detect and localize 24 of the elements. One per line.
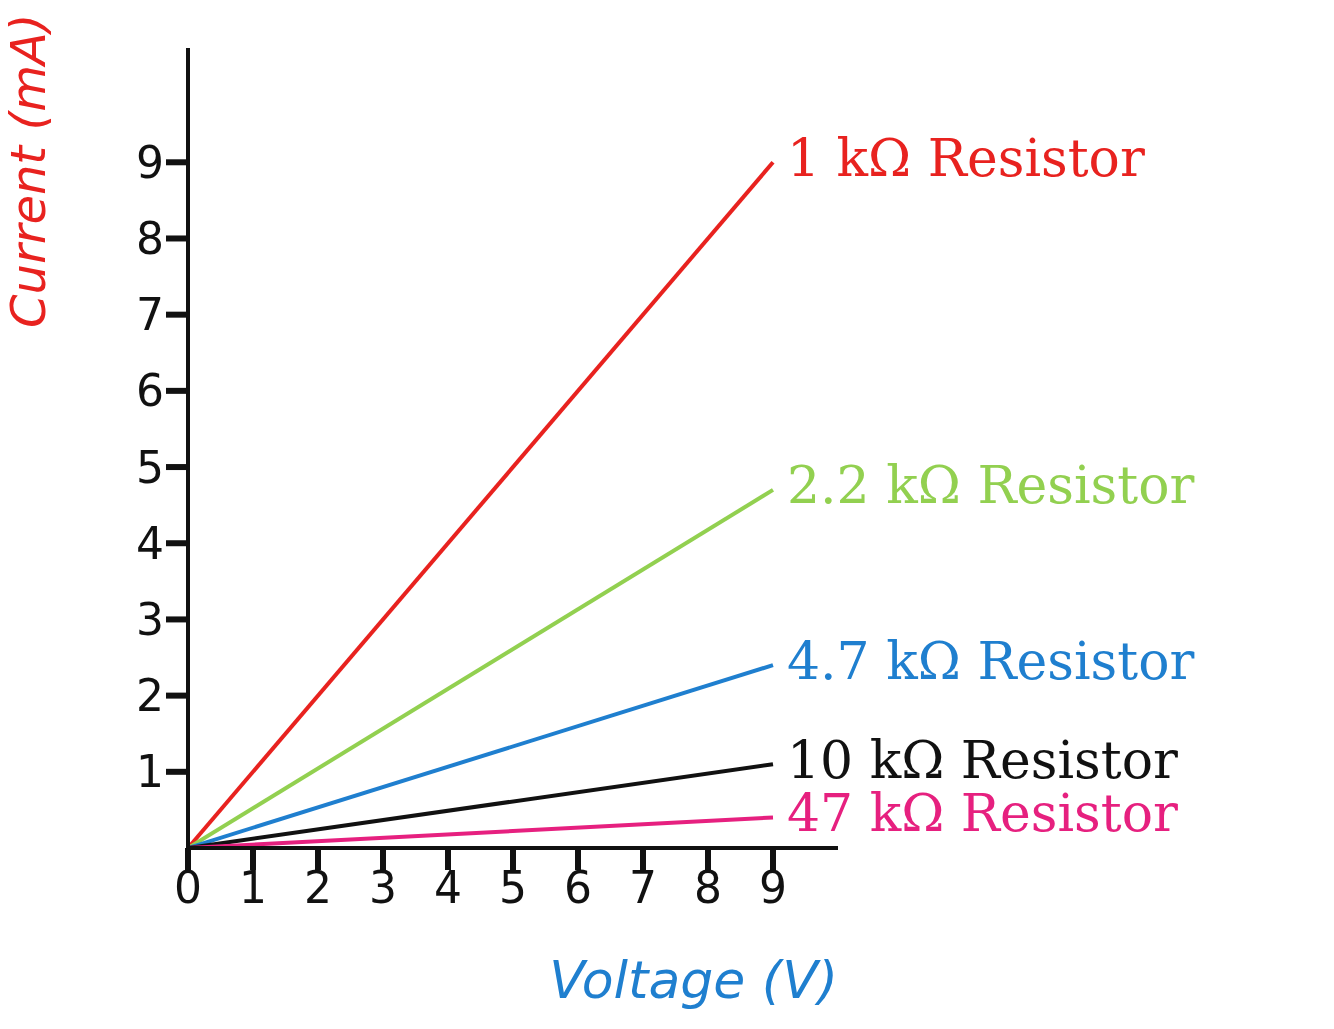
x-tick-label: 6 xyxy=(564,862,592,914)
y-tick-label: 1 xyxy=(136,746,164,798)
y-tick-label: 3 xyxy=(136,594,164,646)
x-tick-label: 5 xyxy=(499,862,527,914)
x-tick-label: 8 xyxy=(694,862,722,914)
x-tick-label: 0 xyxy=(174,862,202,914)
series-label: 1 kΩ Resistor xyxy=(787,127,1145,188)
y-tick-label: 9 xyxy=(136,136,164,188)
y-tick-label: 4 xyxy=(136,517,164,569)
x-tick-label: 2 xyxy=(304,862,332,914)
y-tick-label: 8 xyxy=(136,213,164,265)
y-axis-title: Current (mA) xyxy=(0,13,57,328)
y-tick-label: 6 xyxy=(136,365,164,417)
y-tick-label: 7 xyxy=(136,289,164,341)
x-axis-title: Voltage (V) xyxy=(549,950,838,1010)
y-tick-label: 2 xyxy=(136,670,164,722)
x-tick-label: 1 xyxy=(239,862,267,914)
x-tick-label: 3 xyxy=(369,862,397,914)
y-tick-label: 5 xyxy=(136,441,164,493)
x-tick-label: 4 xyxy=(434,862,462,914)
x-tick-label: 9 xyxy=(759,862,787,914)
series-label: 4.7 kΩ Resistor xyxy=(787,630,1195,691)
x-tick-label: 7 xyxy=(629,862,657,914)
series-label: 2.2 kΩ Resistor xyxy=(787,455,1195,516)
